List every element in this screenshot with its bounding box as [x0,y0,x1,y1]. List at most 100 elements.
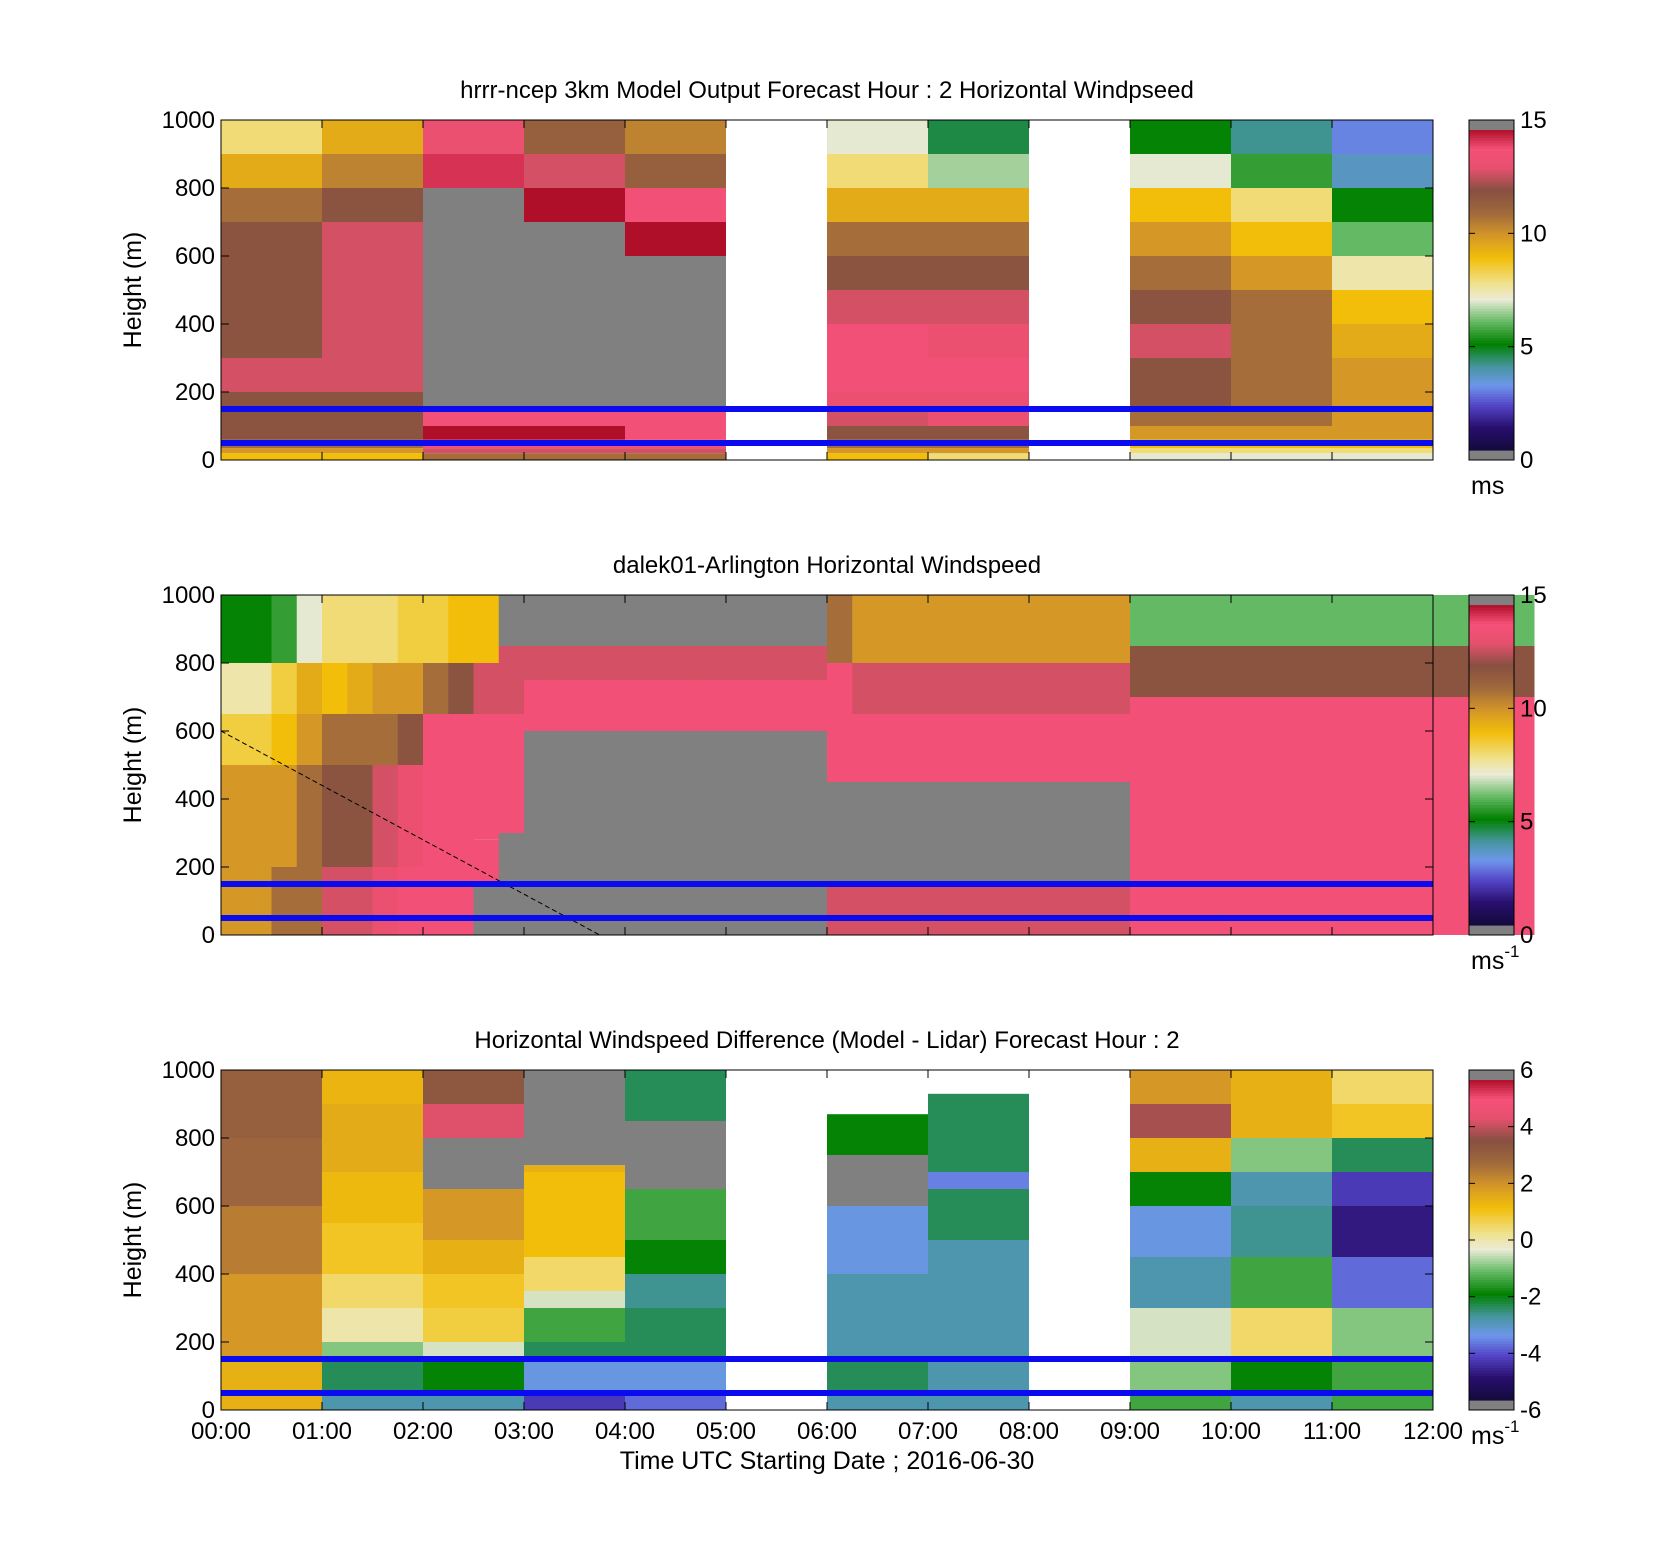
heatmap-cell [776,731,803,884]
heatmap-cell [1382,697,1409,765]
heatmap-cell [1180,646,1207,697]
colorbar-swatch [1469,295,1514,299]
colorbar-swatch [1469,1192,1514,1196]
colorbar-swatch [1469,1392,1514,1396]
heatmap-cell [1332,1206,1433,1257]
colorbar-swatch [1469,1232,1514,1236]
panel-1-colorbar: 0 5 10 15 ms [1468,107,1547,500]
colorbar-swatch [1469,738,1514,742]
heatmap-cell [726,884,752,935]
colorbar-swatch [1469,743,1514,747]
colorbar-swatch [1469,687,1514,691]
colorbar-swatch [1469,778,1514,782]
heatmap-cell [1382,595,1409,646]
colorbar-swatch [1469,434,1514,438]
colorbar-swatch [1469,1330,1514,1334]
heatmap-cell [498,714,525,833]
heatmap-cell [1382,646,1409,697]
x-tick-label: 12:00 [1403,1418,1463,1445]
x-tick-label: 09:00 [1100,1418,1160,1445]
colorbar-swatch [1469,340,1514,344]
heatmap-cell [372,595,399,663]
heatmap-cell [928,120,1029,154]
heatmap-cell [902,595,929,663]
heatmap-cell [928,188,1029,222]
colorbar-swatch [1469,802,1514,806]
heatmap-cell [1231,1257,1332,1308]
colorbar-swatch [1469,175,1514,179]
heatmap-cell [221,663,247,714]
colorbar-swatch [1469,346,1514,350]
colorbar-swatch [1469,180,1514,184]
colorbar-swatch [1469,1218,1514,1222]
heatmap-cell [372,765,399,867]
colorbar-swatch [1469,332,1514,336]
colorbar-swatch [1469,1277,1514,1281]
heatmap-cell [1281,765,1308,833]
heatmap-cell [625,448,726,454]
heatmap-cell [1003,714,1030,782]
x-tick-label: 05:00 [696,1418,756,1445]
heatmap-cell [625,120,726,154]
x-tick-label: 03:00 [494,1418,554,1445]
colorbar-swatch [1469,653,1514,657]
heatmap-cell [423,1104,524,1138]
heatmap-cell [1130,1308,1231,1359]
heatmap-cell [423,1189,524,1240]
heatmap-cell [700,884,727,935]
heatmap-cell [1029,782,1055,884]
heatmap-cell [221,188,322,222]
heatmap-cell [221,1070,322,1138]
heatmap-cell [827,256,928,290]
heatmap-cell [827,1393,928,1410]
heatmap-cell [221,409,322,426]
colorbar-swatch [1469,893,1514,897]
colorbar-cap [1469,120,1514,130]
colorbar-swatch [1469,375,1514,379]
colorbar-swatch [1469,1242,1514,1246]
heatmap-cell [902,714,929,782]
colorbar-swatch [1469,682,1514,686]
colorbar-swatch [1469,1346,1514,1350]
colorbar-swatch [1469,410,1514,414]
heatmap-cell [1029,595,1055,663]
heatmap-cell [1130,833,1156,884]
colorbar-swatch [1469,1141,1514,1145]
heatmap-cell [650,680,676,731]
heatmap-cell [599,646,626,680]
panel-1-ylabel: Height (m) [119,232,147,349]
heatmap-cell [1332,1308,1433,1359]
colorbar-swatch [1469,226,1514,230]
heatmap-cell [1130,448,1231,454]
heatmap-cell [347,867,373,935]
heatmap-cell [524,409,625,426]
heatmap-cell [574,646,601,680]
heatmap-cell [650,731,676,884]
heatmap-cell [271,867,298,935]
heatmap-cell [1231,833,1257,884]
heatmap-cell [221,290,322,324]
heatmap-cell [827,1274,928,1308]
colorbar-swatch [1469,431,1514,435]
heatmap-cell [322,453,423,460]
heatmap-cell [726,595,752,646]
x-tick-label: 01:00 [292,1418,352,1445]
heatmap-cell [902,884,929,935]
heatmap-cell [625,256,726,409]
colorbar-swatch [1469,231,1514,235]
y-tick-label: 800 [175,650,215,677]
colorbar-swatch [1469,1288,1514,1292]
colorbar-swatch [1469,847,1514,851]
colorbar-swatch [1469,380,1514,384]
colorbar-swatch [1469,799,1514,803]
heatmap-cell [221,595,247,663]
colorbar-swatch [1469,679,1514,683]
colorbar-swatch [1469,767,1514,771]
colorbar-swatch [1469,162,1514,166]
colorbar-swatch [1469,1336,1514,1340]
colorbar-swatch [1469,722,1514,726]
heatmap-cell [1231,453,1332,460]
colorbar-swatch [1469,719,1514,723]
colorbar-swatch [1469,327,1514,331]
panel-3-heatmap [221,1070,1433,1410]
